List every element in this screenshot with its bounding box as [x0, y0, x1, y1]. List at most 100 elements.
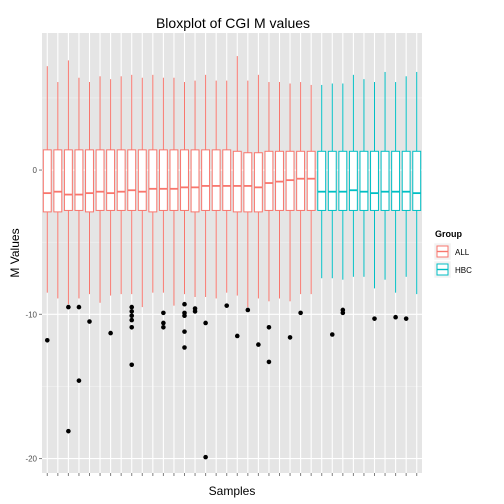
legend-item-all: ALL [433, 242, 470, 261]
box-19 [232, 56, 242, 296]
outlier-point [66, 304, 71, 310]
outlier-point [129, 324, 135, 330]
box-7 [106, 79, 116, 296]
box-29 [338, 83, 348, 280]
plot-panel [42, 33, 422, 473]
box-body [63, 149, 73, 211]
box-body [180, 149, 189, 211]
box-30 [348, 74, 358, 277]
legend: Group ALL HBC [433, 229, 472, 279]
box-body [95, 149, 105, 211]
box-body [201, 149, 211, 211]
box-body [253, 152, 263, 213]
y-tick-label: -20 [25, 455, 37, 464]
y-tick-label: 0 [33, 166, 38, 175]
outlier-point [329, 332, 335, 337]
box-10 [137, 77, 147, 308]
box-body [148, 149, 158, 213]
box-body [327, 150, 337, 211]
box-body [127, 149, 137, 211]
box-23 [275, 82, 284, 299]
outlier-point [393, 314, 398, 320]
box-body [232, 150, 242, 213]
box-28 [327, 83, 337, 279]
outlier-point [192, 306, 198, 311]
legend-label: ALL [455, 248, 470, 257]
box-body [348, 150, 358, 211]
outlier-point [129, 317, 135, 323]
outlier-point [182, 313, 187, 319]
outlier-point [76, 378, 82, 383]
outlier-point [129, 362, 135, 368]
box-body [116, 149, 126, 211]
outlier-point [224, 303, 230, 308]
box-body [338, 150, 348, 211]
legend-title: Group [435, 229, 462, 239]
box-body [380, 150, 390, 211]
box-body [137, 149, 147, 211]
box-body [169, 149, 179, 211]
box-3 [63, 60, 73, 305]
outlier-point [234, 333, 240, 339]
box-2 [53, 82, 63, 299]
outlier-point [66, 428, 71, 434]
box-body [222, 149, 232, 211]
box-26 [306, 84, 316, 295]
box-34 [391, 82, 401, 293]
box-body [370, 150, 379, 211]
box-body [158, 149, 168, 211]
box-31 [359, 79, 369, 277]
outlier-point [298, 310, 303, 316]
box-series [42, 56, 422, 308]
outlier-point [266, 324, 272, 330]
box-body [85, 149, 94, 213]
box-5 [85, 82, 94, 295]
outlier-points [44, 301, 409, 460]
legend-label: HBC [455, 266, 472, 275]
box-body [296, 150, 306, 211]
box-25 [296, 82, 306, 295]
legend-item-hbc: HBC [433, 260, 472, 279]
outlier-point [245, 307, 251, 313]
box-18 [222, 80, 232, 293]
box-9 [127, 74, 137, 295]
outlier-point [403, 316, 409, 321]
outlier-point [87, 319, 92, 324]
outlier-point [129, 309, 135, 314]
y-tick-label: -10 [25, 310, 37, 319]
box-15 [190, 80, 200, 297]
outlier-point [256, 342, 261, 347]
axes: 0 -10 -20 [25, 166, 418, 476]
box-35 [401, 76, 411, 277]
box-body [359, 150, 369, 211]
outlier-point [182, 301, 187, 307]
box-body [243, 152, 253, 213]
y-axis-label: M Values [8, 228, 22, 277]
box-17 [211, 80, 221, 299]
outlier-point [161, 320, 166, 326]
box-24 [285, 83, 295, 302]
box-21 [253, 74, 263, 299]
outlier-point [266, 359, 272, 365]
box-body [401, 150, 411, 211]
box-body [317, 150, 327, 211]
outlier-point [108, 330, 113, 336]
box-11 [148, 74, 158, 293]
box-16 [201, 74, 211, 297]
box-33 [380, 71, 390, 280]
outlier-point [161, 324, 166, 330]
box-13 [169, 77, 179, 306]
box-22 [264, 82, 274, 302]
box-20 [243, 80, 253, 308]
outlier-point [129, 304, 135, 310]
box-body [306, 150, 316, 211]
box-4 [74, 77, 84, 299]
box-body [391, 150, 401, 211]
outlier-point [182, 329, 187, 334]
outlier-point [182, 345, 187, 350]
outlier-point [203, 454, 208, 460]
outlier-point [340, 307, 346, 313]
box-body [412, 150, 422, 211]
outlier-point [203, 320, 208, 326]
